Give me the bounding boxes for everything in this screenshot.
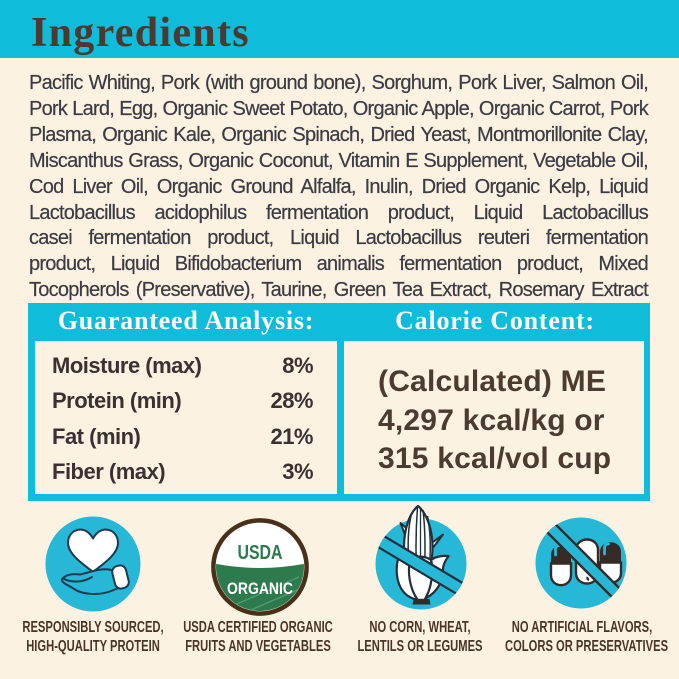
svg-text:USDA: USDA bbox=[238, 542, 283, 564]
svg-text:ORGANIC: ORGANIC bbox=[227, 580, 293, 598]
